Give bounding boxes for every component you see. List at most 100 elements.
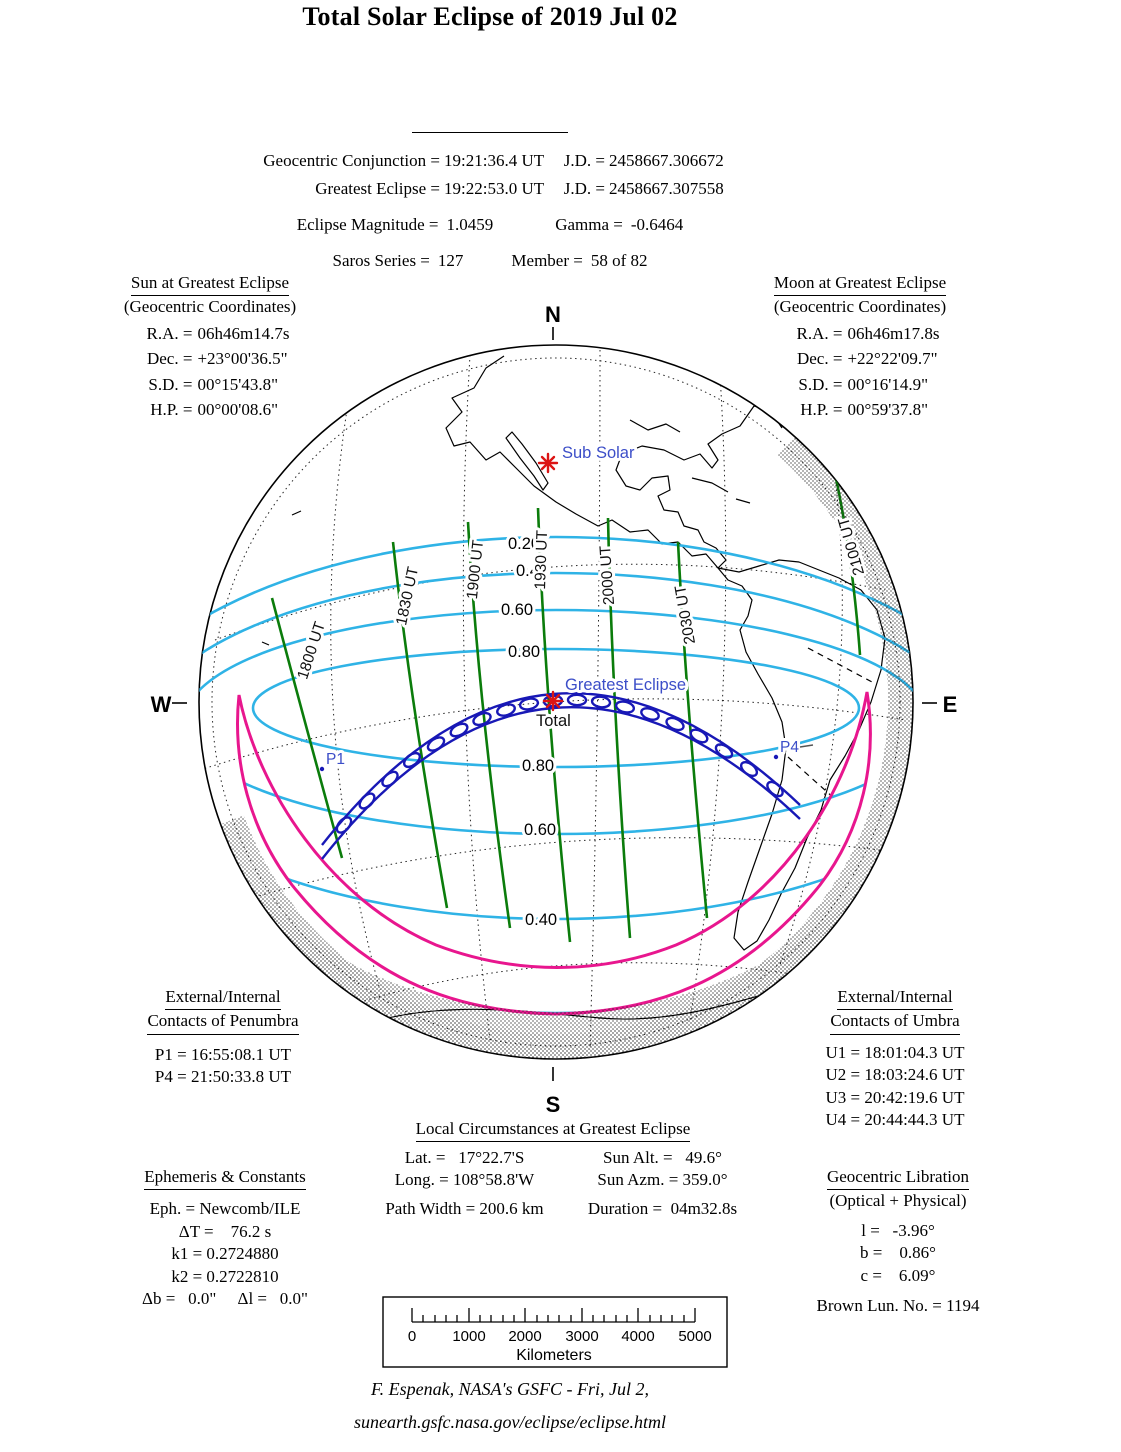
greatest-eclipse-jd-value: 2458667.307558 <box>609 179 724 199</box>
libration-block: Geocentric Libration (Optical + Physical… <box>783 1166 1013 1318</box>
conjunction-jd-label: J.D. = <box>563 151 605 170</box>
p1-marker <box>319 766 325 772</box>
libration-subtitle: (Optical + Physical) <box>829 1191 967 1211</box>
north-america-coast <box>445 355 783 569</box>
moon-hp-value: 00°59'37.8" <box>847 400 929 420</box>
scale-tick-5000: 5000 <box>678 1328 711 1345</box>
duration-value: Duration = 04m32.8s <box>587 1198 738 1218</box>
sun-sd-label: S.D. = <box>148 374 193 394</box>
magnitude-gamma-row: Eclipse Magnitude = 1.0459 Gamma = -0.6464 <box>0 214 980 236</box>
member-label: Member = <box>511 251 583 270</box>
p1-label: P1 <box>326 751 345 768</box>
hispaniola <box>735 498 751 504</box>
latitude-value: Lat. = 17°22.7'S <box>404 1148 525 1167</box>
moon-hp-label: H.P. = <box>800 400 843 420</box>
moon-dec-value: +22°22'09.7" <box>847 349 938 369</box>
member-value: 58 of 82 <box>590 251 648 270</box>
p4-marker <box>773 744 814 760</box>
page-title: Total Solar Eclipse of 2019 Jul 02 <box>302 2 678 31</box>
penumbra-contact-p1: P1 = 16:55:08.1 UT <box>154 1044 292 1064</box>
website-line: sunearth.gsfc.nasa.gov/eclipse/eclipse.h… <box>354 1412 666 1432</box>
total-label: Total <box>536 712 571 730</box>
small-islands <box>261 510 302 646</box>
conjunction-label: Geocentric Conjunction = <box>263 151 440 170</box>
umbra-shadow-outlines <box>335 693 784 834</box>
greatest-eclipse-label: Greatest Eclipse <box>565 676 686 694</box>
path-width-value: Path Width = 200.6 km <box>385 1198 544 1218</box>
greatest-eclipse-time-value: 19:22:53.0 UT <box>444 179 545 199</box>
moon-block-title: Moon at Greatest Eclipse <box>773 272 947 297</box>
greatest-eclipse-time-label: Greatest Eclipse = <box>315 179 440 199</box>
penumbra-contacts-title-1: External/Internal <box>165 986 281 1011</box>
penumbra-contact-p4: P4 = 21:50:33.8 UT <box>154 1067 292 1087</box>
scale-ruler <box>411 1308 696 1323</box>
compass-ticks <box>172 327 937 1081</box>
sub-solar-label: Sub Solar <box>562 444 635 462</box>
sun-altitude-value: Sun Alt. = 49.6° <box>603 1148 722 1167</box>
compass-west: W <box>151 692 172 717</box>
scale-bar: 0 1000 2000 3000 4000 5000 Kilometers <box>382 1296 728 1368</box>
local-circumstances-title: Local Circumstances at Greatest Eclipse <box>253 1118 853 1143</box>
libration-l-value: l = -3.96° <box>861 1220 935 1240</box>
moon-ra-label: R.A. = <box>796 323 843 343</box>
magnitude-label: Eclipse Magnitude = <box>296 215 439 234</box>
k2-value: k2 = 0.2722810 <box>171 1266 279 1286</box>
cuba <box>691 477 729 493</box>
ephemeris-block: Ephemeris & Constants Eph. = Newcomb/ILE… <box>105 1166 345 1311</box>
gamma-label: Gamma = <box>555 215 623 234</box>
greatest-eclipse-marker <box>542 690 564 712</box>
south-america-coast <box>717 559 886 951</box>
umbra-contacts-title-1: External/Internal <box>837 986 953 1011</box>
scale-tick-2000: 2000 <box>508 1328 541 1345</box>
libration-c-value: c = 6.09° <box>860 1265 936 1285</box>
svg-text:1930 UT: 1930 UT <box>532 529 551 590</box>
ecliptic-dashes <box>787 647 873 801</box>
compass-south: S <box>546 1092 561 1117</box>
moon-sd-value: 00°16'14.9" <box>847 374 929 394</box>
penumbra-contacts-title-2: Contacts of Penumbra <box>147 1010 299 1035</box>
saros-row: Saros Series = 127 Member = 58 of 82 <box>0 250 980 272</box>
umbra-contact-u1: U1 = 18:01:04.3 UT <box>825 1042 965 1062</box>
moon-dec-label: Dec. = <box>796 349 843 369</box>
sun-azimuth-value: Sun Azm. = 359.0° <box>597 1170 728 1190</box>
ephemeris-source: Eph. = Newcomb/ILE <box>149 1199 301 1219</box>
sun-hp-value: 00°00'08.6" <box>197 400 279 420</box>
conjunction-jd-value: 2458667.306672 <box>609 151 724 170</box>
moon-ra-value: 06h46m17.8s <box>847 323 940 343</box>
local-circumstances-col1: Lat. = 17°22.7'S Long. = 108°58.8'W Path… <box>352 1147 577 1220</box>
ephemeris-title: Ephemeris & Constants <box>144 1166 306 1191</box>
svg-text:0.20: 0.20 <box>508 535 540 553</box>
k1-value: k1 = 0.2724880 <box>171 1244 279 1264</box>
svg-text:0.60: 0.60 <box>524 821 556 839</box>
svg-text:0.60: 0.60 <box>501 601 533 619</box>
p4-label: P4 <box>780 739 799 756</box>
local-circumstances-col2: Sun Alt. = 49.6° Sun Azm. = 359.0° Durat… <box>560 1147 765 1220</box>
penumbra-contacts-block: External/Internal Contacts of Penumbra P… <box>108 986 338 1089</box>
sun-block-title: Sun at Greatest Eclipse <box>130 272 290 297</box>
longitude-value: Long. = 108°58.8'W <box>394 1170 535 1190</box>
sun-coordinates-block: Sun at Greatest Eclipse (Geocentric Coor… <box>95 272 325 422</box>
umbra-contacts-title-2: Contacts of Umbra <box>830 1010 960 1035</box>
credit-line: F. Espenak, NASA's GSFC - Fri, Jul 2, <box>371 1379 649 1399</box>
sun-ra-value: 06h46m14.7s <box>197 323 290 343</box>
greatest-eclipse-jd-label: J.D. = <box>563 179 605 199</box>
baja-peninsula <box>505 431 549 491</box>
sun-dec-value: +23°00'36.5" <box>197 349 288 369</box>
umbra-contact-u3: U3 = 20:42:19.6 UT <box>825 1087 965 1107</box>
saros-label: Saros Series = <box>332 251 430 270</box>
magnitude-value: 1.0459 <box>446 215 494 234</box>
header-times: Geocentric Conjunction = 19:21:36.4 UT J… <box>245 150 744 201</box>
great-lakes <box>629 419 681 433</box>
moon-block-subtitle: (Geocentric Coordinates) <box>773 297 947 317</box>
terminator-stipple <box>219 436 913 1059</box>
svg-text:0.40: 0.40 <box>525 911 557 929</box>
delta-t-value: ΔT = 76.2 s <box>178 1221 272 1241</box>
libration-b-value: b = 0.86° <box>860 1243 936 1263</box>
umbra-contact-u2: U2 = 18:03:24.6 UT <box>825 1065 965 1085</box>
sun-block-subtitle: (Geocentric Coordinates) <box>123 297 297 317</box>
scale-tick-4000: 4000 <box>621 1328 654 1345</box>
svg-text:0.80: 0.80 <box>522 757 554 775</box>
point-labels: Sub Solar Greatest Eclipse P1 P4 Total <box>323 441 802 771</box>
penumbra-limit-curve <box>236 691 872 1016</box>
